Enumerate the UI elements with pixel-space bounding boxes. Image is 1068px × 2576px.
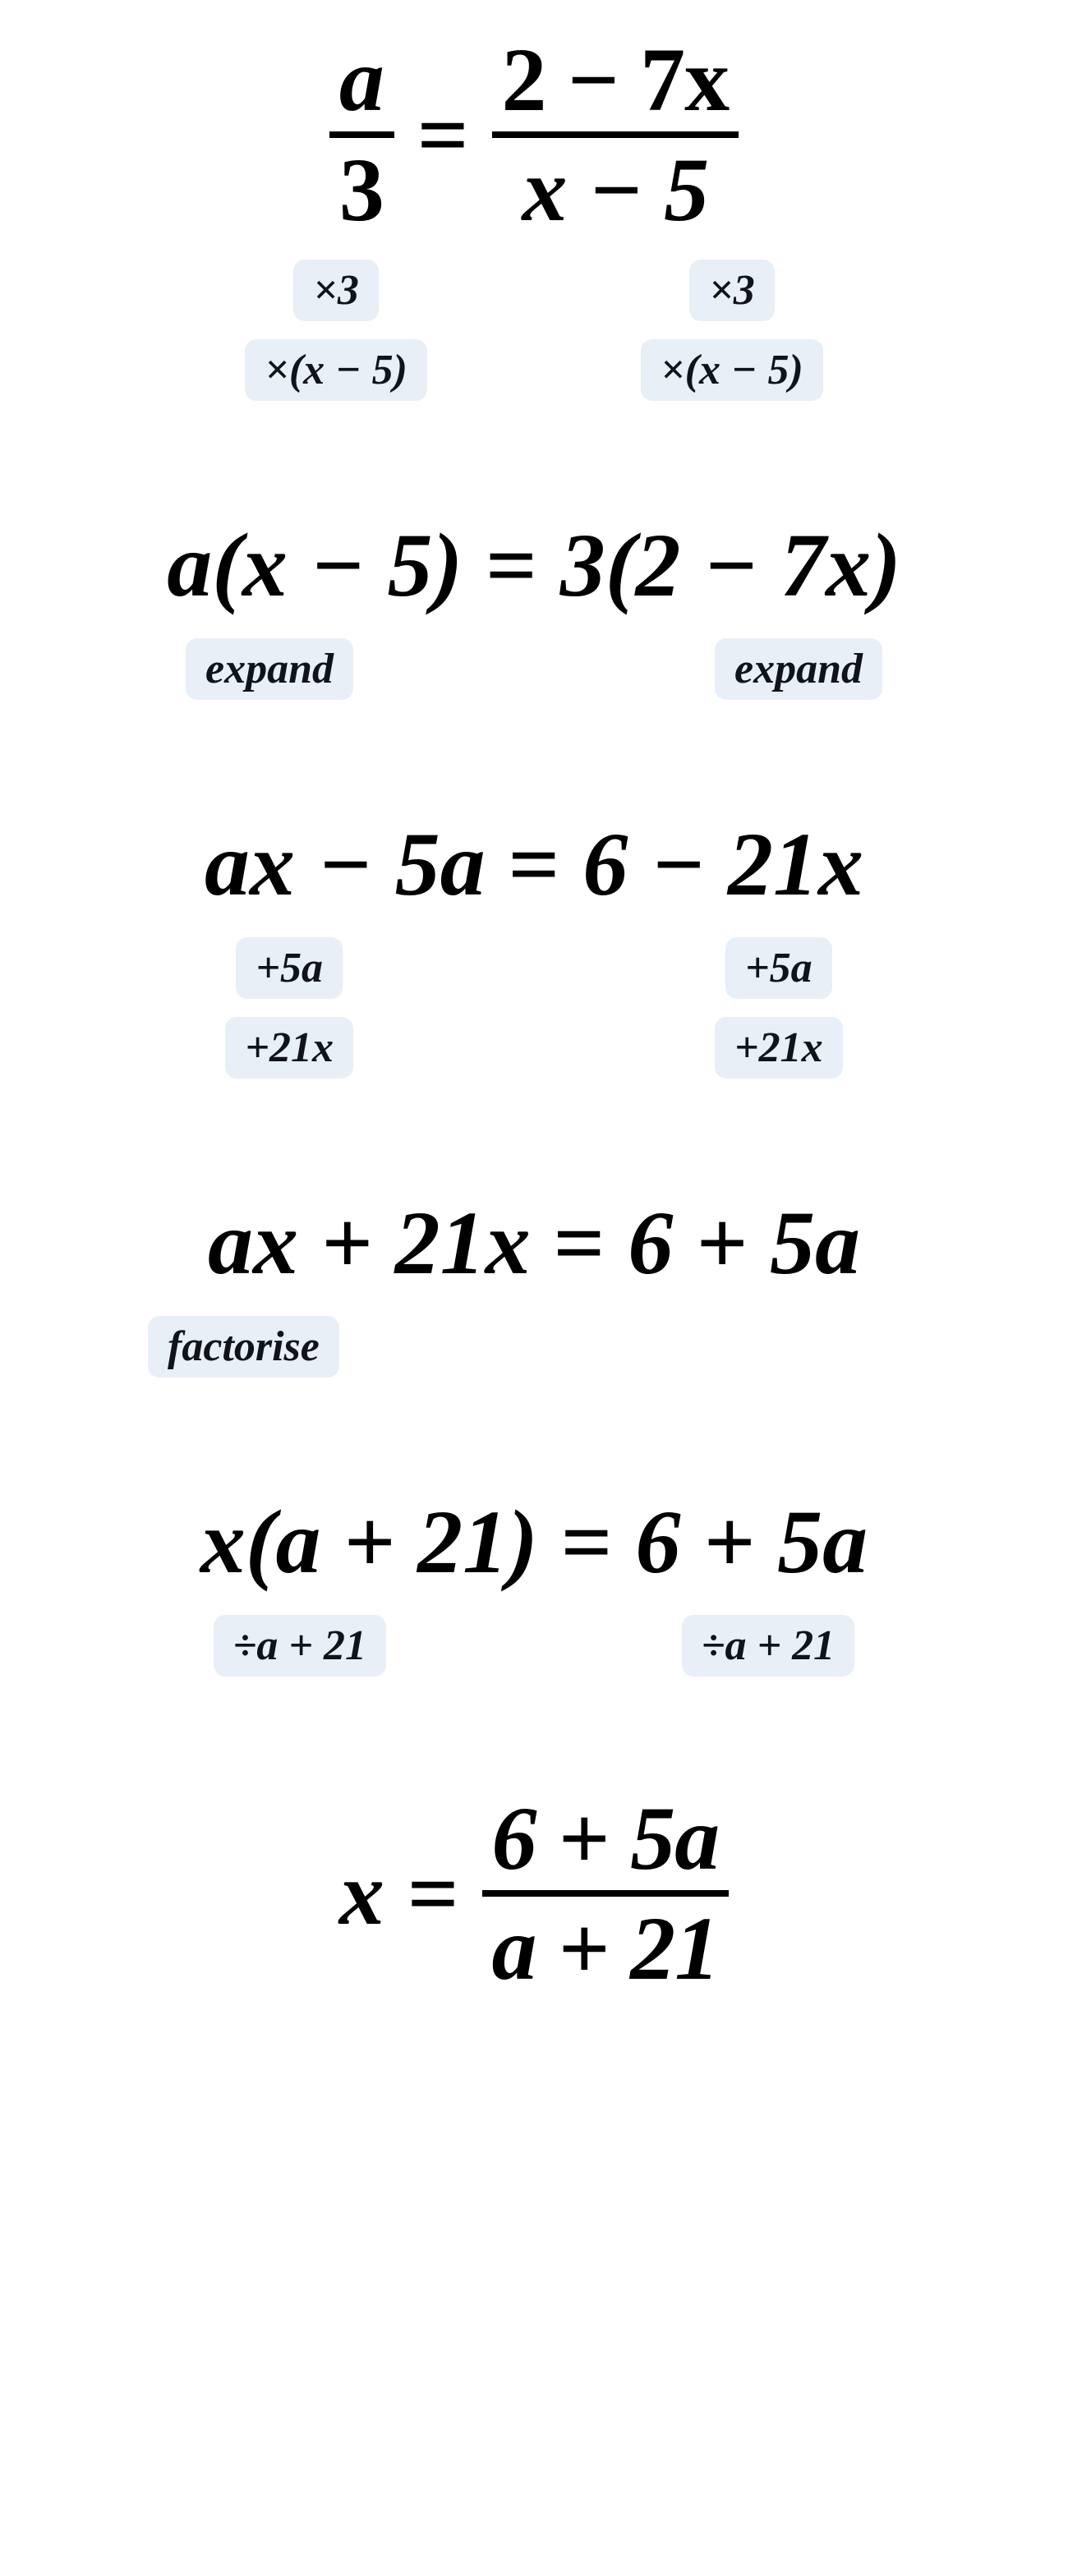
lhs: x(a + 21): [200, 1493, 538, 1592]
lhs: ax − 5a: [205, 815, 486, 914]
ops-gap: [353, 638, 715, 700]
op-chip: factorise: [148, 1316, 339, 1378]
op-chip: ×(x − 5): [641, 339, 823, 401]
op-chip: +5a: [725, 937, 832, 999]
fraction-den: x − 5: [513, 143, 719, 237]
ops-gap: [353, 937, 715, 1079]
step-3: ax − 5a = 6 − 21x +5a +21x +5a +21x: [16, 815, 1052, 1079]
ops-left: factorise: [148, 1316, 339, 1378]
equation-row: ax + 21x = 6 + 5a: [208, 1194, 860, 1293]
op-chip: ×3: [293, 260, 379, 321]
ops-right: expand: [715, 638, 882, 700]
op-chip: expand: [186, 638, 353, 700]
rhs: 6 + 5a a + 21: [482, 1792, 730, 1995]
ops-row: ÷a + 21 ÷a + 21: [16, 1615, 1052, 1677]
op-chip: +21x: [715, 1017, 843, 1079]
ops-right: ×3 ×(x − 5): [641, 260, 823, 401]
step-4: ax + 21x = 6 + 5a factorise: [16, 1194, 1052, 1378]
op-chip: ×3: [689, 260, 775, 321]
fraction-num: 2 − 7x: [492, 33, 739, 126]
fraction-rhs: 6 + 5a a + 21: [482, 1792, 730, 1995]
ops-left: ÷a + 21: [214, 1615, 386, 1677]
ops-left: +5a +21x: [225, 937, 353, 1079]
equation-row: x(a + 21) = 6 + 5a: [200, 1493, 868, 1592]
ops-right: +5a +21x: [715, 937, 843, 1079]
op-chip: ×(x − 5): [245, 339, 427, 401]
fraction-num: a: [329, 33, 394, 126]
rhs: 6 + 5a: [635, 1493, 868, 1592]
equation-row: a 3 = 2 − 7x x − 5: [329, 33, 739, 237]
ops-left: ×3 ×(x − 5): [245, 260, 427, 401]
lhs: a(x − 5): [167, 516, 463, 615]
fraction-bar: [492, 131, 739, 138]
fraction-lhs: a 3: [329, 33, 394, 237]
equals-sign: =: [486, 815, 583, 914]
fraction-bar: [482, 1890, 730, 1897]
lhs: x: [339, 1844, 384, 1944]
ops-row: ×3 ×(x − 5) ×3 ×(x − 5): [16, 260, 1052, 401]
equation-row: x = 6 + 5a a + 21: [339, 1792, 729, 1995]
rhs: 6 − 21x: [582, 815, 863, 914]
equation-row: a(x − 5) = 3(2 − 7x): [167, 516, 901, 615]
step-6: x = 6 + 5a a + 21: [16, 1792, 1052, 2012]
equation-row: ax − 5a = 6 − 21x: [205, 815, 863, 914]
step-5: x(a + 21) = 6 + 5a ÷a + 21 ÷a + 21: [16, 1493, 1052, 1677]
rhs: 6 + 5a: [628, 1194, 860, 1293]
fraction-bar: [329, 131, 394, 138]
equals-sign: =: [384, 1844, 482, 1944]
equals-sign: =: [538, 1493, 636, 1592]
op-chip: ÷a + 21: [214, 1615, 386, 1677]
rhs: 2 − 7x x − 5: [492, 33, 739, 237]
ops-gap: [427, 260, 641, 401]
equals-sign: =: [531, 1194, 628, 1293]
fraction-den: a + 21: [482, 1902, 730, 1995]
ops-left: expand: [186, 638, 353, 700]
fraction-rhs: 2 − 7x x − 5: [492, 33, 739, 237]
math-worked-solution: a 3 = 2 − 7x x − 5 ×3 ×(x − 5) ×: [0, 0, 1068, 2576]
ops-gap: [386, 1615, 682, 1677]
equals-sign: =: [463, 516, 560, 615]
fraction-den: 3: [329, 143, 394, 237]
step-1: a 3 = 2 − 7x x − 5 ×3 ×(x − 5) ×: [16, 33, 1052, 401]
ops-right: ÷a + 21: [682, 1615, 854, 1677]
step-2: a(x − 5) = 3(2 − 7x) expand expand: [16, 516, 1052, 700]
equals-sign: =: [394, 85, 492, 185]
lhs: a 3: [329, 33, 394, 237]
ops-row: factorise: [16, 1316, 1052, 1378]
lhs: ax + 21x: [208, 1194, 531, 1293]
op-chip: +21x: [225, 1017, 353, 1079]
op-chip: expand: [715, 638, 882, 700]
ops-row: expand expand: [16, 638, 1052, 700]
ops-row: +5a +21x +5a +21x: [16, 937, 1052, 1079]
fraction-num: 6 + 5a: [482, 1792, 730, 1885]
op-chip: ÷a + 21: [682, 1615, 854, 1677]
op-chip: +5a: [236, 937, 343, 999]
rhs: 3(2 − 7x): [560, 516, 901, 615]
